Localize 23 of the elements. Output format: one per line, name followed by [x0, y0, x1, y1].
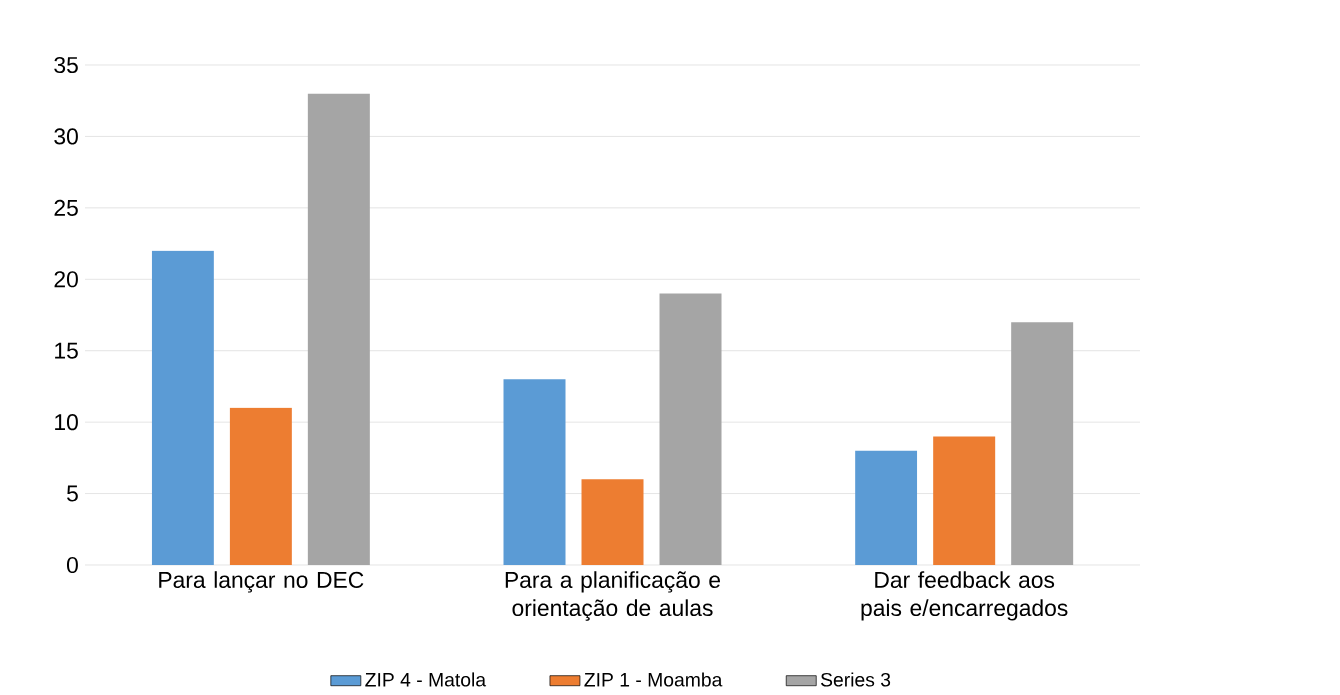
- y-tick-label: 30: [54, 128, 78, 145]
- bar: [855, 450, 918, 565]
- x-tick-label: Para a planificação e orientação de aulas: [505, 571, 721, 621]
- y-tick-label: 25: [54, 199, 78, 216]
- bar: [503, 379, 566, 565]
- x-tick-label: Para lançar no DEC: [159, 571, 364, 593]
- bar: [229, 407, 292, 565]
- y-tick-label: 20: [54, 271, 78, 288]
- x-tick-label: Dar feedback aos pais e/encarregados: [861, 571, 1068, 621]
- y-tick-label: 35: [54, 56, 78, 74]
- bar: [581, 479, 644, 565]
- legend-label: Series 3: [821, 672, 891, 687]
- bar: [151, 250, 214, 565]
- legend-label: ZIP 4 - Matola: [365, 672, 487, 687]
- y-tick-label: 5: [67, 485, 78, 502]
- bar: [659, 293, 722, 565]
- y-tick-label: 0: [66, 556, 78, 574]
- y-tick-label: 15: [55, 342, 78, 359]
- legend-label: ZIP 1 - Moamba: [584, 672, 723, 687]
- bar: [1011, 322, 1074, 565]
- bar: [933, 436, 996, 565]
- bar: [307, 93, 370, 565]
- y-tick-label: 10: [55, 414, 78, 431]
